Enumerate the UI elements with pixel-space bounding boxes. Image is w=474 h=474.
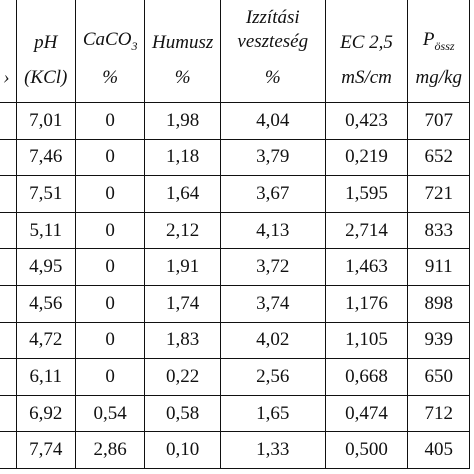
row-label-cell <box>0 321 17 360</box>
ph-cell: 4,95 <box>15 248 76 286</box>
humusz-cell: 1,64 <box>144 175 221 213</box>
table-row: 4,72 0 1,83 4,02 1,105 939 <box>0 321 470 360</box>
table-row: 7,51 0 1,64 3,67 1,595 721 <box>0 175 470 213</box>
caco3-cell: 0 <box>74 175 146 213</box>
row-label-units-cell: › <box>0 54 17 103</box>
table-body: 7,01 0 1,98 4,04 0,423 707 7,46 0 1,18 3,79 0,219 6… <box>0 102 470 469</box>
izzitasi-cell: 1,65 <box>219 394 326 433</box>
caco3-cell: 0 <box>74 138 146 177</box>
ph-column-header: pH <box>15 0 76 54</box>
humusz-column-header: Humusz <box>144 0 221 54</box>
table-row: 6,92 0,54 0,58 1,65 0,474 712 <box>0 394 470 433</box>
row-label-cell <box>0 102 17 140</box>
caco3-cell: 0 <box>74 358 146 396</box>
p-cell: 405 <box>407 431 470 469</box>
humusz-unit: % <box>144 54 221 103</box>
row-label-cell <box>0 138 17 177</box>
row-label-cell <box>0 284 17 323</box>
ec-cell: 0,423 <box>324 102 409 140</box>
table-row: 5,11 0 2,12 4,13 2,714 833 <box>0 211 470 250</box>
ph-cell: 6,11 <box>15 358 76 396</box>
ph-cell: 6,92 <box>15 394 76 433</box>
ec-cell: 1,463 <box>324 248 409 286</box>
units-row: › (KCl) % % % mS/cm mg/kg <box>0 54 470 103</box>
ec-cell: 0,219 <box>324 138 409 177</box>
ph-cell: 7,46 <box>15 138 76 177</box>
table-row: 4,95 0 1,91 3,72 1,463 911 <box>0 248 470 286</box>
row-label-cell <box>0 248 17 286</box>
ec-cell: 1,176 <box>324 284 409 323</box>
p-cell: 898 <box>407 284 470 323</box>
table-row: 6,11 0 0,22 2,56 0,668 650 <box>0 358 470 396</box>
izzitasi-cell: 3,74 <box>219 284 326 323</box>
p-cell: 650 <box>407 358 470 396</box>
caco3-cell: 0 <box>74 248 146 286</box>
table-row: 7,01 0 1,98 4,04 0,423 707 <box>0 102 470 140</box>
caco3-unit: % <box>74 54 146 103</box>
caco3-cell: 0,54 <box>74 394 146 433</box>
humusz-cell: 1,98 <box>144 102 221 140</box>
humusz-cell: 1,74 <box>144 284 221 323</box>
ph-cell: 7,51 <box>15 175 76 213</box>
ec-column-header: EC 2,5 <box>324 0 409 54</box>
p-column-header: Pössz <box>407 0 470 54</box>
p-unit: mg/kg <box>407 54 470 103</box>
table-row: 7,74 2,86 0,10 1,33 0,500 405 <box>0 431 470 469</box>
izzitasi-column-header: Izzítási veszteség <box>219 0 326 54</box>
row-label-cell <box>0 175 17 213</box>
humusz-cell: 1,18 <box>144 138 221 177</box>
p-cell: 652 <box>407 138 470 177</box>
ph-cell: 5,11 <box>15 211 76 250</box>
caco3-cell: 0 <box>74 284 146 323</box>
izzitasi-cell: 2,56 <box>219 358 326 396</box>
p-cell: 833 <box>407 211 470 250</box>
humusz-cell: 0,10 <box>144 431 221 469</box>
row-label-cell <box>0 394 17 433</box>
humusz-cell: 1,91 <box>144 248 221 286</box>
izzitasi-cell: 3,72 <box>219 248 326 286</box>
ec-cell: 0,474 <box>324 394 409 433</box>
row-label-cell <box>0 211 17 250</box>
humusz-cell: 0,22 <box>144 358 221 396</box>
caco3-column-header: CaCO3 <box>74 0 146 54</box>
humusz-cell: 2,12 <box>144 211 221 250</box>
ph-cell: 7,01 <box>15 102 76 140</box>
caco3-cell: 2,86 <box>74 431 146 469</box>
ph-cell: 7,74 <box>15 431 76 469</box>
table-row: 7,46 0 1,18 3,79 0,219 652 <box>0 138 470 177</box>
ec-cell: 1,595 <box>324 175 409 213</box>
izzitasi-cell: 4,13 <box>219 211 326 250</box>
p-cell: 707 <box>407 102 470 140</box>
row-label-cell <box>0 431 17 469</box>
p-cell: 911 <box>407 248 470 286</box>
row-label-column-header <box>0 0 17 54</box>
p-cell: 721 <box>407 175 470 213</box>
humusz-cell: 1,83 <box>144 321 221 360</box>
izzitasi-cell: 3,79 <box>219 138 326 177</box>
ph-cell: 4,56 <box>15 284 76 323</box>
izzitasi-cell: 4,04 <box>219 102 326 140</box>
p-cell: 939 <box>407 321 470 360</box>
row-label-cell <box>0 358 17 396</box>
p-cell: 712 <box>407 394 470 433</box>
ec-cell: 2,714 <box>324 211 409 250</box>
ec-cell: 0,668 <box>324 358 409 396</box>
header-row: pH CaCO3 Humusz Izzítási veszteség EC 2,5… <box>0 0 470 54</box>
izzitasi-cell: 3,67 <box>219 175 326 213</box>
izzitasi-cell: 4,02 <box>219 321 326 360</box>
humusz-cell: 0,58 <box>144 394 221 433</box>
ph-unit: (KCl) <box>15 54 76 103</box>
ec-cell: 0,500 <box>324 431 409 469</box>
izzitasi-cell: 1,33 <box>219 431 326 469</box>
caco3-cell: 0 <box>74 102 146 140</box>
table-row: 4,56 0 1,74 3,74 1,176 898 <box>0 284 470 323</box>
ph-cell: 4,72 <box>15 321 76 360</box>
ec-unit: mS/cm <box>324 54 409 103</box>
caco3-cell: 0 <box>74 211 146 250</box>
caco3-cell: 0 <box>74 321 146 360</box>
izzitasi-unit: % <box>219 54 326 103</box>
ec-cell: 1,105 <box>324 321 409 360</box>
